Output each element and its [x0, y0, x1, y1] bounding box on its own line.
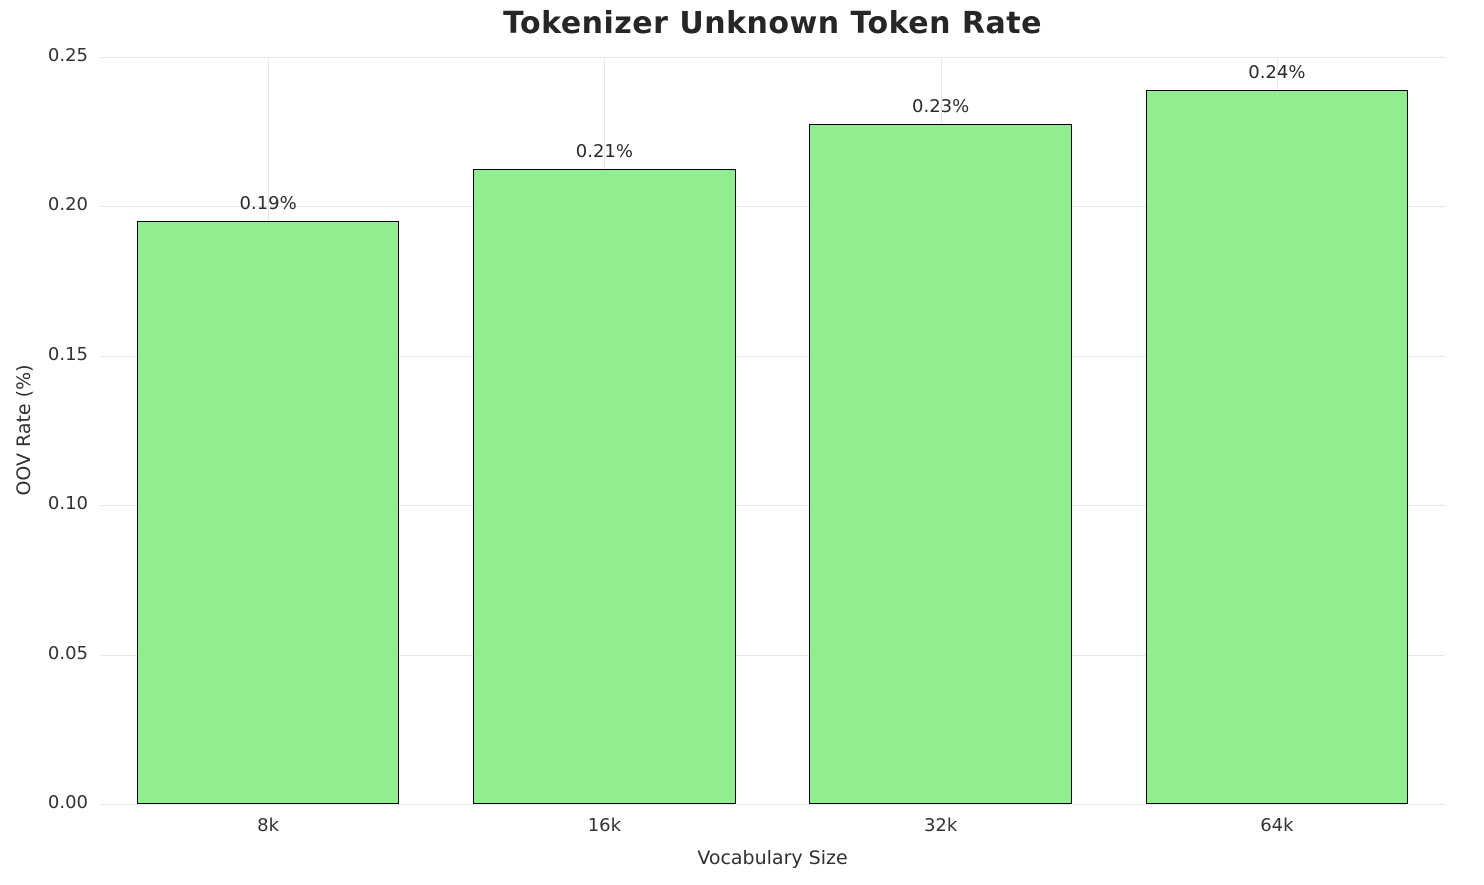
bar-value-label: 0.21% — [575, 141, 633, 163]
x-tick-label: 16k — [587, 815, 622, 836]
y-tick-label: 0.00 — [47, 792, 88, 813]
x-axis-label: Vocabulary Size — [697, 847, 848, 869]
plot-area: 0.19% 0.21% 0.23% 0.24% — [100, 57, 1445, 805]
bar-32k — [809, 124, 1072, 804]
y-tick-label: 0.05 — [47, 642, 88, 664]
y-axis-label: OOV Rate (%) — [13, 364, 35, 496]
bar-value-label: 0.23% — [912, 96, 970, 118]
bar-16k — [473, 169, 736, 804]
gridline-horizontal — [100, 505, 1445, 507]
y-tick-label: 0.15 — [47, 343, 88, 365]
x-tick-label: 32k — [923, 815, 958, 836]
x-tick-label: 64k — [1260, 815, 1294, 836]
bar-value-label: 0.24% — [1248, 61, 1306, 83]
gridline-horizontal — [100, 804, 1445, 805]
gridline-horizontal — [100, 206, 1445, 208]
bar-64k — [1145, 89, 1408, 804]
chart-title: Tokenizer Unknown Token Rate — [503, 6, 1042, 41]
bar-8k — [136, 221, 400, 804]
gridline-horizontal — [100, 57, 1445, 58]
y-tick-label: 0.20 — [47, 194, 88, 216]
y-tick-label: 0.25 — [47, 45, 88, 66]
bar-value-label: 0.19% — [239, 193, 297, 215]
gridline-horizontal — [100, 355, 1445, 357]
gridline-horizontal — [100, 654, 1445, 656]
x-tick-label: 8k — [257, 815, 280, 836]
y-tick-label: 0.10 — [47, 493, 88, 515]
